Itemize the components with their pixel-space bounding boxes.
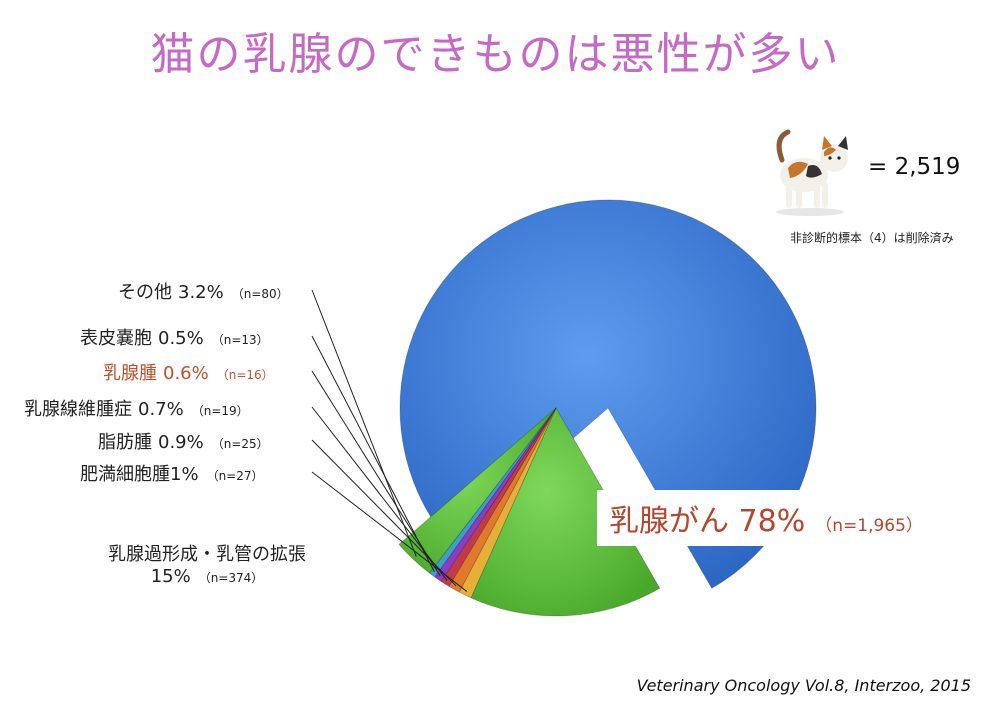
label-hyperplasia: 乳腺過形成・乳管の拡張 15% （n=374） xyxy=(108,540,306,587)
pie-slice-2 xyxy=(470,407,661,617)
label-hyperplasia-n: （n=374） xyxy=(198,571,264,585)
label-fibro: 乳腺線維腫症 0.7% （n=19） xyxy=(24,395,249,421)
label-other: その他 3.2% （n=80） xyxy=(118,278,289,304)
label-cancer-name: 乳腺がん xyxy=(609,504,729,539)
label-adenoma-name: 乳腺腫 xyxy=(103,363,157,384)
leader-line-7 xyxy=(311,335,435,573)
total-count: = 2,519 xyxy=(868,154,961,180)
label-lipoma-n: （n=25） xyxy=(211,437,269,451)
label-cancer-n: （n=1,965） xyxy=(815,516,923,536)
pie-slice-6 xyxy=(434,407,557,582)
label-fibro-n: （n=19） xyxy=(191,404,249,418)
label-cyst-pct: 0.5% xyxy=(158,328,204,349)
label-adenoma-pct: 0.6% xyxy=(163,363,209,384)
label-adenoma-n: （n=16） xyxy=(216,368,274,382)
label-lipoma-pct: 0.9% xyxy=(158,432,204,453)
pie-slice-5 xyxy=(440,407,557,587)
pie-slice-8 xyxy=(398,407,557,574)
label-other-pct: 3.2% xyxy=(178,282,224,303)
pie-slice-3 xyxy=(458,407,557,599)
label-lipoma: 脂肪腫 0.9% （n=25） xyxy=(98,428,269,454)
label-other-n: （n=80） xyxy=(231,287,289,301)
cat-icon xyxy=(776,129,848,216)
label-cancer: 乳腺がん 78% （n=1,965） xyxy=(597,490,935,546)
pie-slice-7 xyxy=(428,407,557,578)
note-text: 非診断的標本（4）は削除済み xyxy=(790,231,954,245)
leader-line-3 xyxy=(311,471,468,592)
pie-slice-4 xyxy=(448,407,557,593)
chart-title: 猫の乳腺のできものは悪性が多い xyxy=(150,29,841,80)
label-lipoma-name: 脂肪腫 xyxy=(98,432,152,453)
label-fibro-pct: 0.7% xyxy=(138,399,184,420)
label-hyperplasia-pct: 15% xyxy=(150,566,191,587)
label-fibro-name: 乳腺線維腫症 xyxy=(24,399,132,420)
leader-line-8 xyxy=(311,289,417,557)
label-cyst-name: 表皮嚢胞 xyxy=(80,328,152,349)
label-mastcell-n: （n=27） xyxy=(206,469,264,483)
label-hyperplasia-name: 乳腺過形成・乳管の拡張 xyxy=(108,544,306,565)
label-mastcell: 肥満細胞腫1% （n=27） xyxy=(80,460,264,486)
label-other-name: その他 xyxy=(118,282,172,303)
label-cyst: 表皮嚢胞 0.5% （n=13） xyxy=(80,324,269,350)
label-cancer-pct: 78% xyxy=(738,504,806,539)
label-cyst-n: （n=13） xyxy=(211,333,269,347)
source-citation: Veterinary Oncology Vol.8, Interzoo, 201… xyxy=(636,676,971,695)
label-mastcell-name: 肥満細胞腫1% xyxy=(80,464,199,485)
label-adenoma: 乳腺腫 0.6% （n=16） xyxy=(103,359,274,385)
